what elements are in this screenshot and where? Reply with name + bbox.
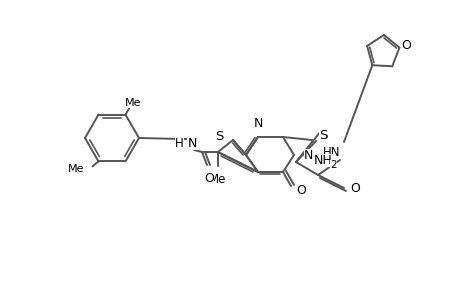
Text: O: O <box>204 172 213 185</box>
Text: S: S <box>318 128 326 142</box>
Text: N: N <box>303 148 313 161</box>
Text: Me: Me <box>68 164 84 174</box>
Text: N: N <box>253 117 262 130</box>
Text: H: H <box>175 136 184 149</box>
Text: O: O <box>295 184 305 197</box>
Text: O: O <box>349 182 359 194</box>
Text: S: S <box>215 130 224 142</box>
Text: O: O <box>401 39 410 52</box>
Text: N: N <box>187 136 196 149</box>
Text: 2: 2 <box>329 160 336 170</box>
Text: Me: Me <box>209 173 226 186</box>
Text: HN: HN <box>322 146 339 158</box>
Text: NH: NH <box>313 154 332 166</box>
Text: S: S <box>318 128 326 142</box>
Text: Me: Me <box>125 98 141 108</box>
